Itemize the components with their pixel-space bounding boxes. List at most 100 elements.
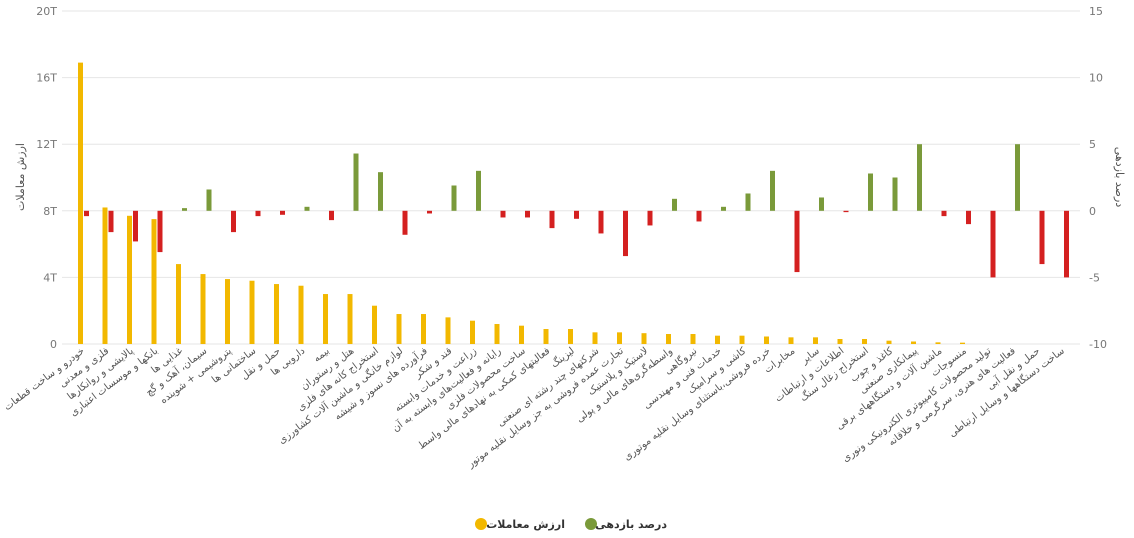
bar-return-percent — [672, 198, 677, 211]
bar-trade-value — [690, 334, 696, 344]
bar-trade-value — [960, 342, 965, 344]
bar-trade-value — [127, 215, 132, 344]
bar-trade-value — [886, 340, 892, 344]
bar-trade-value — [102, 207, 108, 344]
bar-trade-value — [519, 325, 524, 344]
bar-return-percent — [868, 173, 873, 211]
bar-return-percent — [721, 206, 726, 211]
bar-trade-value — [274, 284, 279, 344]
bar-return-percent — [770, 170, 775, 211]
bar-trade-value — [176, 264, 181, 344]
bar-return-percent — [231, 210, 236, 233]
bar-trade-value — [396, 314, 402, 344]
bar-trade-value — [347, 294, 353, 344]
bar-return-percent — [917, 144, 922, 211]
bar-trade-value — [151, 219, 157, 344]
bar-return-percent — [794, 210, 800, 273]
bar-return-percent — [966, 210, 971, 225]
bar-trade-value — [641, 333, 647, 344]
bars — [78, 62, 1069, 345]
bar-return-percent — [402, 210, 408, 235]
bar-return-percent — [843, 210, 849, 213]
bar-trade-value — [225, 279, 230, 344]
bar-return-percent — [990, 210, 996, 278]
bar-trade-value — [739, 335, 745, 344]
bar-trade-value — [837, 339, 843, 344]
right-tick-label: -5 — [1089, 271, 1100, 284]
bar-return-percent — [108, 210, 114, 233]
left-tick-label: 8T — [43, 205, 57, 218]
right-tick-label: -10 — [1089, 338, 1107, 351]
gridlines — [62, 10, 1080, 345]
bar-return-percent — [574, 210, 579, 219]
bar-return-percent — [451, 185, 457, 211]
bar-return-percent — [427, 210, 432, 214]
bar-return-percent — [280, 210, 285, 215]
right-tick-label: 5 — [1089, 138, 1096, 151]
right-axis-ticks: -10 -5 0 5 10 15 — [1089, 5, 1107, 351]
bar-return-percent — [157, 210, 163, 253]
bar-trade-value — [200, 274, 206, 344]
bar-return-percent — [549, 210, 555, 229]
bar-return-percent — [304, 206, 310, 211]
legend-swatch-return — [585, 518, 597, 530]
legend: درصد بازدهی ارزش معاملات — [475, 518, 667, 531]
bar-trade-value — [421, 314, 426, 344]
right-axis-title: درصد بازدهی — [1113, 147, 1126, 208]
bar-trade-value — [617, 332, 622, 344]
bar-return-percent — [182, 208, 187, 211]
bar-trade-value — [592, 332, 598, 344]
right-tick-label: 0 — [1089, 205, 1096, 218]
bar-return-percent — [745, 193, 751, 211]
bar-return-percent — [623, 210, 628, 257]
bar-return-percent — [1015, 144, 1020, 211]
left-tick-label: 0 — [50, 338, 57, 351]
bar-return-percent — [525, 210, 530, 218]
bar-return-percent — [255, 210, 261, 217]
legend-label-value: ارزش معاملات — [486, 518, 565, 531]
bar-return-percent — [500, 210, 506, 218]
bar-trade-value — [249, 280, 255, 344]
bar-trade-value — [372, 305, 377, 344]
left-tick-label: 20T — [36, 5, 57, 18]
left-tick-label: 12T — [36, 138, 57, 151]
bar-return-percent — [1064, 210, 1069, 278]
bar-return-percent — [1039, 210, 1045, 265]
right-tick-label: 10 — [1089, 72, 1103, 85]
legend-label-return: درصد بازدهی — [595, 518, 667, 531]
left-axis-ticks: 0 4T 8T 12T 16T 20T — [36, 5, 57, 351]
bar-return-percent — [696, 210, 702, 222]
left-axis-title: ارزش معاملات — [14, 143, 27, 211]
left-tick-label: 16T — [36, 72, 57, 85]
bar-return-percent — [819, 197, 824, 211]
bar-trade-value — [298, 285, 304, 344]
bar-return-percent — [647, 210, 653, 226]
bar-trade-value — [666, 334, 671, 344]
bar-return-percent — [329, 210, 334, 221]
bar-return-percent — [892, 177, 898, 211]
bar-trade-value — [494, 324, 500, 344]
bar-trade-value — [568, 329, 573, 344]
bar-return-percent — [353, 153, 359, 211]
legend-swatch-value — [475, 518, 487, 530]
bar-trade-value — [788, 337, 794, 344]
bar-trade-value — [323, 294, 328, 344]
bar-trade-value — [935, 342, 941, 344]
bar-trade-value — [764, 336, 769, 344]
bar-trade-value — [715, 335, 720, 344]
left-tick-label: 4T — [43, 271, 57, 284]
bar-trade-value — [862, 339, 867, 344]
bar-return-percent — [378, 172, 383, 211]
bar-trade-value — [543, 329, 549, 344]
bar-return-percent — [476, 170, 481, 211]
bar-trade-value — [78, 62, 83, 345]
bar-trade-value — [445, 317, 451, 344]
bar-return-percent — [84, 210, 89, 217]
right-tick-label: 15 — [1089, 5, 1103, 18]
bar-return-percent — [598, 210, 604, 234]
bar-trade-value — [911, 341, 916, 344]
bar-return-percent — [941, 210, 947, 217]
